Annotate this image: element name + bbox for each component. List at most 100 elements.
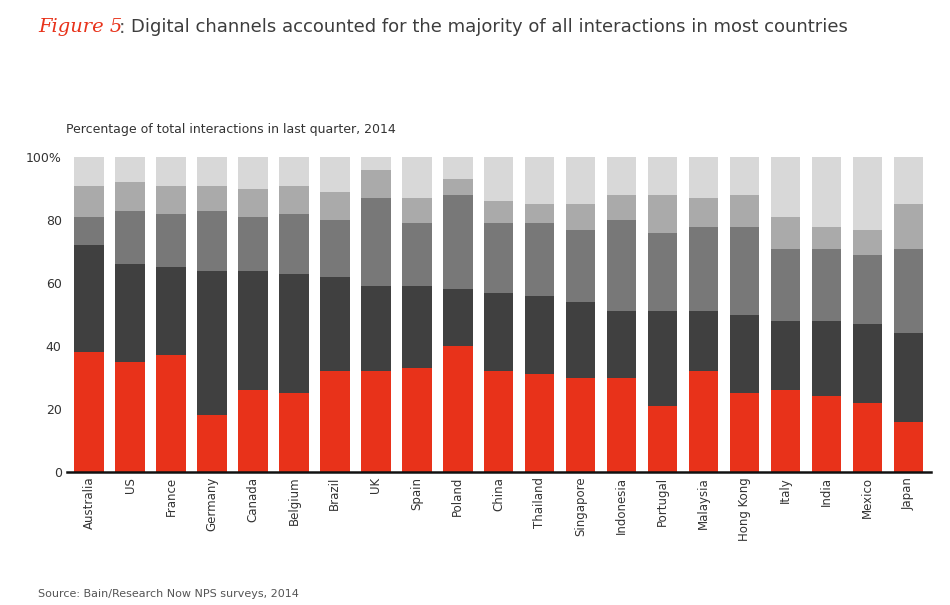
Bar [156, 214, 186, 267]
Bar [115, 157, 144, 183]
Bar [198, 211, 227, 270]
Bar [648, 406, 677, 472]
Bar [894, 204, 923, 249]
Bar [811, 321, 842, 396]
Bar [361, 157, 390, 170]
Bar [811, 226, 842, 249]
Bar [648, 233, 677, 312]
Bar [894, 157, 923, 204]
Bar [198, 186, 227, 211]
Bar [238, 189, 268, 217]
Bar [525, 374, 555, 472]
Bar [894, 422, 923, 472]
Bar [402, 223, 431, 286]
Bar [115, 211, 144, 264]
Bar [770, 157, 800, 217]
Bar [198, 415, 227, 472]
Bar [894, 249, 923, 333]
Bar [770, 390, 800, 472]
Bar [279, 186, 309, 214]
Text: Digital channels accounted for the majority of all interactions in most countrie: Digital channels accounted for the major… [131, 18, 848, 36]
Bar [525, 204, 555, 223]
Bar [853, 403, 883, 472]
Bar [115, 183, 144, 211]
Bar [484, 293, 514, 371]
Bar [730, 226, 759, 315]
Bar [730, 315, 759, 393]
Bar [402, 286, 431, 368]
Bar [689, 157, 718, 198]
Bar [320, 371, 350, 472]
Bar [156, 267, 186, 356]
Bar [361, 286, 390, 371]
Text: Source: Bain/Research Now NPS surveys, 2014: Source: Bain/Research Now NPS surveys, 2… [38, 589, 299, 599]
Bar [156, 186, 186, 214]
Bar [402, 198, 431, 223]
Bar [238, 217, 268, 270]
Bar [525, 296, 555, 374]
Bar [238, 390, 268, 472]
Bar [607, 312, 637, 378]
Bar [566, 302, 596, 378]
Bar [443, 195, 472, 289]
Bar [853, 324, 883, 403]
Bar [648, 195, 677, 233]
Bar [443, 289, 472, 346]
Bar [74, 352, 104, 472]
Bar [484, 371, 514, 472]
Bar [689, 312, 718, 371]
Bar [853, 230, 883, 255]
Bar [853, 157, 883, 230]
Bar [525, 157, 555, 204]
Bar [74, 217, 104, 246]
Bar [443, 157, 472, 179]
Bar [894, 333, 923, 422]
Bar [361, 198, 390, 286]
Bar [238, 270, 268, 390]
Bar [279, 157, 309, 186]
Bar [566, 204, 596, 230]
Bar [648, 157, 677, 195]
Bar [811, 249, 842, 321]
Bar [607, 195, 637, 220]
Bar [730, 393, 759, 472]
Bar [238, 157, 268, 189]
Bar [689, 226, 718, 312]
Text: :: : [119, 18, 125, 37]
Bar [156, 157, 186, 186]
Text: Figure 5: Figure 5 [38, 18, 123, 36]
Bar [279, 214, 309, 273]
Bar [730, 195, 759, 226]
Bar [74, 157, 104, 186]
Bar [730, 157, 759, 195]
Bar [607, 378, 637, 472]
Text: Percentage of total interactions in last quarter, 2014: Percentage of total interactions in last… [66, 123, 396, 136]
Bar [443, 179, 472, 195]
Bar [689, 198, 718, 226]
Bar [361, 371, 390, 472]
Bar [484, 223, 514, 293]
Bar [689, 371, 718, 472]
Bar [279, 273, 309, 393]
Bar [525, 223, 555, 296]
Bar [320, 157, 350, 192]
Bar [74, 186, 104, 217]
Bar [320, 277, 350, 371]
Bar [320, 220, 350, 277]
Bar [484, 201, 514, 223]
Bar [198, 157, 227, 186]
Bar [156, 356, 186, 472]
Bar [361, 170, 390, 198]
Bar [115, 362, 144, 472]
Bar [770, 321, 800, 390]
Bar [115, 264, 144, 362]
Bar [770, 249, 800, 321]
Bar [607, 157, 637, 195]
Bar [566, 230, 596, 302]
Bar [402, 157, 431, 198]
Bar [648, 312, 677, 406]
Bar [853, 255, 883, 324]
Bar [770, 217, 800, 249]
Bar [443, 346, 472, 472]
Bar [811, 157, 842, 226]
